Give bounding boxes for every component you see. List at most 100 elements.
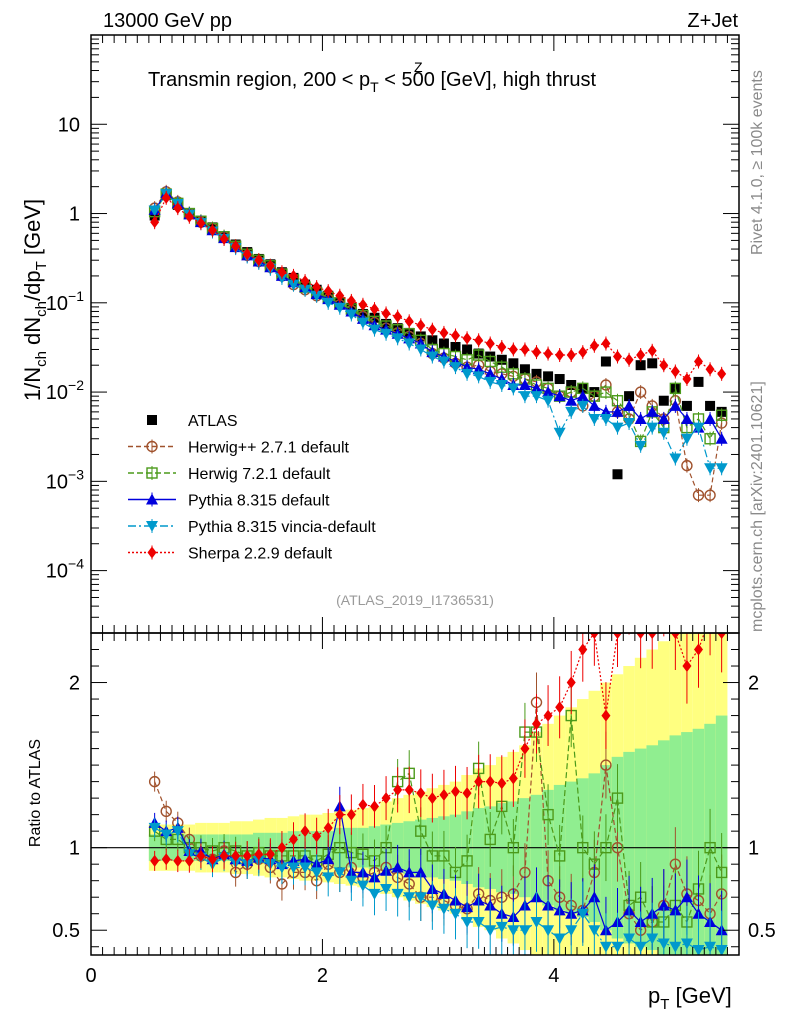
ratio-point <box>670 633 680 639</box>
data-point <box>681 459 693 472</box>
ratio-point <box>680 891 693 903</box>
data-point <box>472 349 485 361</box>
data-point <box>705 400 716 411</box>
data-point <box>634 412 647 424</box>
ratio-point <box>508 772 518 785</box>
ratio-point <box>706 610 715 622</box>
data-point <box>601 337 611 350</box>
data-point <box>530 391 543 403</box>
x-tick-label: 4 <box>548 965 559 987</box>
data-point <box>657 412 670 424</box>
ratio-point <box>427 792 437 805</box>
data-point <box>600 356 611 367</box>
ratio-point <box>474 775 484 788</box>
data-point <box>611 422 624 434</box>
ratio-point <box>414 892 427 904</box>
data-point <box>704 412 717 424</box>
x-axis-title: pT [GeV] <box>648 983 732 1013</box>
ratio-point <box>403 866 416 878</box>
data-point <box>368 324 381 336</box>
data-point <box>694 355 703 368</box>
ratio-point <box>599 941 612 953</box>
ratio-band-inner <box>692 728 705 955</box>
ratio-point <box>287 862 300 874</box>
ratio-point <box>717 633 727 639</box>
data-point <box>566 380 577 391</box>
ratio-point <box>542 808 554 821</box>
data-point <box>508 343 518 356</box>
ratio-point <box>380 883 393 895</box>
ratio-point <box>565 925 578 937</box>
ratio-point <box>484 833 496 846</box>
ratio-point <box>647 633 657 639</box>
ratio-point <box>682 660 692 673</box>
ratio-point <box>577 841 589 854</box>
legend-item: Sherpa 2.2.9 default <box>128 545 333 563</box>
ratio-point <box>208 853 217 866</box>
process-label: Z+Jet <box>687 10 738 32</box>
ratio-point <box>472 916 485 928</box>
data-point <box>659 359 669 372</box>
data-point <box>576 390 589 402</box>
ratio-point <box>160 829 173 841</box>
ratio-point <box>646 933 659 945</box>
ratio-point <box>542 925 555 937</box>
data-point <box>391 333 404 345</box>
data-point <box>219 232 229 245</box>
data-point <box>658 395 669 406</box>
data-point <box>599 413 612 425</box>
ratio-point <box>451 785 460 798</box>
data-point <box>161 191 171 204</box>
ratio-point <box>334 841 346 854</box>
ratio-point <box>659 594 668 606</box>
data-point <box>451 329 460 342</box>
series-herwig-7-2-1-default <box>148 187 728 449</box>
ratio-point <box>368 888 381 900</box>
ratio-point <box>495 921 508 933</box>
legend-item: ATLAS <box>147 413 238 430</box>
ratio-point <box>275 862 288 874</box>
data-point <box>484 376 497 388</box>
ratio-point <box>588 925 601 937</box>
data-point <box>566 349 576 362</box>
data-point <box>680 433 693 445</box>
ratio-point <box>600 759 612 771</box>
data-point <box>312 281 322 294</box>
ratio-point <box>265 848 275 861</box>
y-tick-label: 10−3 <box>46 466 84 493</box>
ratio-point <box>333 867 346 879</box>
data-point <box>680 412 693 424</box>
data-point <box>715 432 728 444</box>
ratio-series-group <box>148 594 728 955</box>
data-point <box>704 489 716 501</box>
legend-marker <box>147 546 157 559</box>
data-point <box>462 344 473 355</box>
data-point <box>310 290 323 302</box>
ratio-point <box>613 633 622 639</box>
data-point <box>437 356 450 368</box>
data-point <box>518 391 531 403</box>
plot-title: Transmin region, 200 < pT < 500 [GeV], h… <box>148 59 597 95</box>
data-point <box>634 386 647 398</box>
data-point <box>715 409 728 421</box>
data-point <box>173 202 183 215</box>
ratio-tick-label-right: 0.5 <box>748 920 776 942</box>
ratio-point <box>636 633 646 639</box>
data-point <box>692 422 705 434</box>
data-point <box>704 433 716 445</box>
data-point <box>231 240 241 253</box>
data-point <box>578 346 588 359</box>
ratio-tick-label-left: 0.5 <box>52 920 80 942</box>
legend-marker <box>146 467 158 479</box>
data-point <box>704 463 717 475</box>
ratio-point <box>623 933 636 945</box>
legend-label: ATLAS <box>188 413 238 430</box>
ratio-point <box>358 798 368 811</box>
data-point <box>462 332 472 345</box>
data-point <box>647 344 657 357</box>
data-point <box>542 395 555 407</box>
ratio-point <box>461 916 474 928</box>
ratio-point <box>335 808 345 821</box>
ratio-point <box>161 853 171 866</box>
data-point <box>669 382 682 395</box>
